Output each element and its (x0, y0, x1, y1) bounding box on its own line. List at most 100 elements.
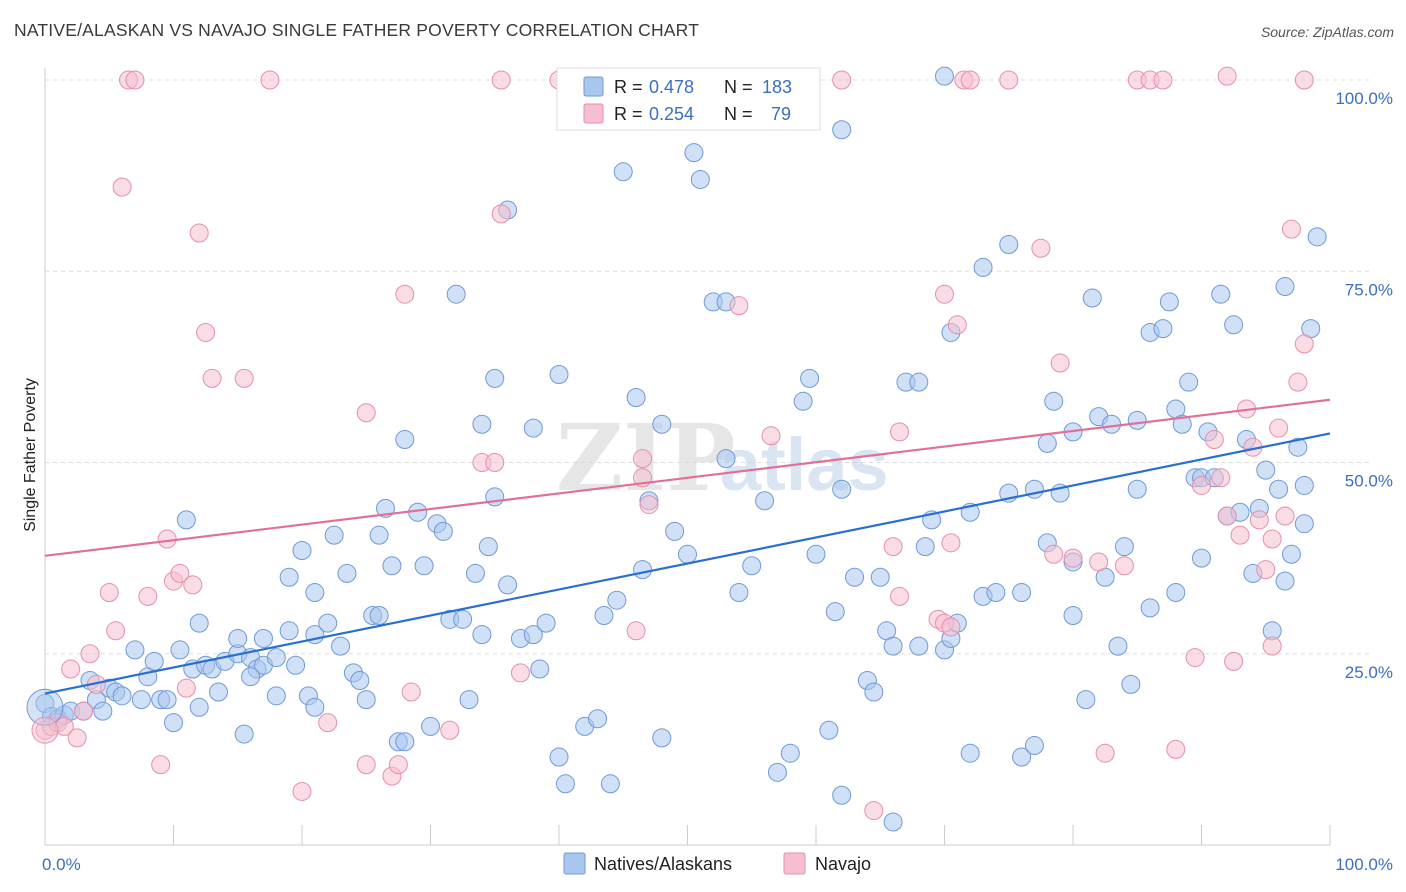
native-point (549, 747, 569, 767)
navajo-point (170, 563, 190, 583)
native-point (472, 414, 492, 434)
native-point (864, 682, 884, 702)
correlation-legend: R = 0.478 N = 183 R = 0.254 N = 79 (556, 67, 821, 131)
navajo-point (1269, 418, 1289, 438)
navajo-point (1275, 506, 1295, 526)
navajo-point (67, 728, 87, 748)
native-point (1179, 372, 1199, 392)
navajo-point (491, 204, 511, 224)
native-point (465, 563, 485, 583)
navajo-point (74, 701, 94, 721)
navajo-point (176, 678, 196, 698)
source-credit: Source: ZipAtlas.com (1260, 24, 1394, 40)
navajo-point (890, 586, 910, 606)
native-point (1269, 479, 1289, 499)
navajo-point (1063, 548, 1083, 568)
native-point (684, 143, 704, 163)
native-point (164, 713, 183, 733)
native-point (485, 487, 505, 507)
navajo-point (1166, 739, 1186, 759)
navajo-point (80, 644, 100, 664)
watermark: ZIP atlas (556, 404, 889, 512)
native-point (626, 387, 646, 407)
navajo-point (1224, 651, 1244, 671)
navajo-point (510, 663, 530, 683)
native-point (986, 583, 1006, 603)
legend-navajo-swatch[interactable] (783, 852, 806, 875)
native-point (421, 716, 440, 736)
native-point (498, 575, 518, 595)
navajo-point (626, 621, 646, 641)
navajo-point (292, 781, 312, 801)
navajo-point (832, 70, 852, 90)
native-point (1121, 674, 1141, 694)
navajo-point (183, 575, 203, 595)
navajo-point (1281, 219, 1301, 239)
native-point (331, 636, 351, 656)
native-point (1166, 583, 1186, 603)
native-point (915, 537, 935, 557)
native-point (845, 567, 865, 587)
legend-natives-label[interactable]: Natives/Alaskans (594, 854, 732, 874)
native-point (600, 774, 620, 794)
native-point (549, 365, 569, 385)
native-point (800, 368, 820, 388)
navajo-point (388, 755, 408, 775)
native-point (305, 697, 325, 717)
native-point (742, 556, 762, 576)
native-point (350, 671, 370, 691)
native-point (870, 567, 890, 587)
navajo-point (639, 495, 659, 515)
native-point (395, 732, 415, 752)
navajo-point (1211, 468, 1231, 488)
navajo-point (106, 621, 126, 641)
legend-r-value: 0.254 (649, 104, 694, 124)
navajo-point (935, 284, 954, 304)
navajo-point (99, 583, 119, 603)
native-point (189, 697, 209, 717)
native-point (1127, 479, 1147, 499)
native-point (1192, 548, 1211, 568)
native-point (1140, 598, 1160, 618)
native-point (613, 162, 633, 182)
navajo-point (1031, 238, 1051, 258)
y-tick-label: 100.0% (1335, 89, 1393, 108)
native-point (1275, 571, 1295, 591)
native-point (909, 636, 929, 656)
navajo-point (960, 70, 980, 90)
legend-navajo-label[interactable]: Navajo (815, 854, 871, 874)
navajo-point (189, 223, 209, 243)
navajo-point (125, 70, 145, 90)
y-tick-label: 75.0% (1345, 280, 1393, 299)
native-point (266, 686, 286, 706)
tick-labels: 25.0% 50.0% 75.0% 100.0% 0.0% 100.0% (42, 89, 1393, 874)
native-point (883, 636, 903, 656)
legend-natives-swatch[interactable] (563, 852, 586, 875)
navajo-point (138, 586, 158, 606)
native-point (1307, 227, 1327, 247)
native-point (819, 720, 839, 740)
native-point (453, 609, 473, 629)
native-point (594, 606, 614, 625)
native-point (530, 659, 550, 679)
native-point (1044, 391, 1064, 411)
navajo-point (157, 529, 177, 549)
native-point (1294, 475, 1314, 495)
native-point (652, 728, 672, 748)
navajo-point (318, 713, 338, 733)
native-point (305, 583, 325, 603)
native-point (93, 701, 113, 721)
navajo-point (61, 659, 81, 679)
native-point (1108, 636, 1128, 656)
native-point (607, 590, 627, 610)
native-point (729, 583, 749, 603)
native-point (1288, 437, 1308, 457)
native-point (1281, 544, 1301, 564)
native-point (523, 418, 543, 438)
native-point (1224, 315, 1244, 335)
navajo-point (883, 537, 903, 557)
navajo-point (395, 284, 415, 304)
native-point (755, 491, 775, 511)
native-point (665, 521, 685, 541)
